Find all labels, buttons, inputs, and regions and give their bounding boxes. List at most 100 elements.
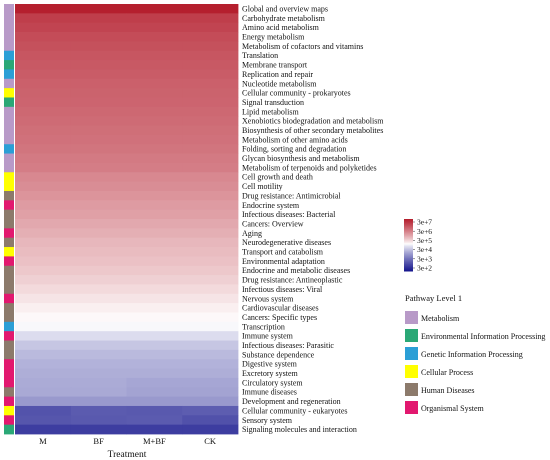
heatmap-cell xyxy=(182,181,239,192)
heatmap-cell xyxy=(182,321,239,332)
heatmap-cell xyxy=(182,368,239,379)
heatmap-cell xyxy=(182,162,239,173)
heatmap-cell xyxy=(70,387,127,398)
heatmap-cell xyxy=(70,22,127,33)
heatmap-cell xyxy=(126,172,183,183)
colorbar-segment xyxy=(404,254,413,256)
heatmap-cell xyxy=(70,284,127,295)
heatmap-cell xyxy=(70,60,127,70)
pathway-legend-title: Pathway Level 1 xyxy=(405,293,462,303)
heatmap-cell xyxy=(126,368,183,379)
heatmap-cell xyxy=(15,22,72,33)
heatmap-cell xyxy=(182,405,239,416)
heatmap-cell xyxy=(70,190,127,201)
pathway-strip-cell xyxy=(4,4,14,14)
pathway-strip-cell xyxy=(4,106,14,117)
heatmap-cell xyxy=(15,265,72,276)
heatmap-cell xyxy=(182,284,239,295)
row-label: Cancers: Overview xyxy=(242,219,304,228)
heatmap-cell xyxy=(126,153,183,164)
row-label: Lipid metabolism xyxy=(242,107,299,116)
colorbar-segment xyxy=(404,236,413,238)
heatmap-cell xyxy=(126,4,183,14)
heatmap-cell xyxy=(70,50,127,61)
colorbar-segment xyxy=(404,229,413,231)
pathway-strip-cell xyxy=(4,181,14,192)
colorbar-segment xyxy=(404,258,413,261)
pathway-legend-swatch xyxy=(405,365,418,378)
pathway-legend-swatch xyxy=(405,347,418,360)
colorbar-segment xyxy=(404,240,413,243)
pathway-strip-cell xyxy=(4,200,14,211)
heatmap-cell xyxy=(15,125,72,136)
pathway-strip-cell xyxy=(4,275,14,285)
heatmap-cell xyxy=(70,321,127,332)
heatmap-cell xyxy=(182,13,239,24)
heatmap-cell xyxy=(182,134,239,145)
pathway-strip-cell xyxy=(4,424,14,435)
colorbar-segment xyxy=(404,238,413,240)
heatmap-cell xyxy=(70,349,127,360)
colorbar-segment xyxy=(404,270,413,272)
row-label: Cellular community - prokaryotes xyxy=(242,89,351,98)
column-label: M xyxy=(39,436,47,446)
heatmap-cell xyxy=(182,172,239,183)
pathway-strip-cell xyxy=(4,405,14,416)
colorbar-segment xyxy=(404,235,413,237)
row-label: Drug resistance: Antimicrobial xyxy=(242,191,341,200)
heatmap-cell xyxy=(182,312,239,323)
pathway-strip-cell xyxy=(4,415,14,426)
row-label: Metabolism of terpenoids and polyketides xyxy=(242,163,377,172)
colorbar-segment xyxy=(404,224,413,226)
heatmap-cell xyxy=(182,228,239,239)
heatmap-cell xyxy=(15,424,72,435)
heatmap-cell xyxy=(126,88,183,98)
heatmap-cell xyxy=(15,368,72,379)
heatmap-cell xyxy=(15,13,72,24)
colorbar-tick-label: 3e+3 xyxy=(417,254,432,263)
heatmap-cell xyxy=(70,13,127,24)
heatmap-cell xyxy=(70,424,127,435)
pathway-strip-cell xyxy=(4,153,14,164)
row-label: Development and regeneration xyxy=(242,397,341,406)
heatmap-cell xyxy=(15,256,72,267)
colorbar-segment xyxy=(404,251,413,253)
pathway-strip-cell xyxy=(4,377,14,388)
row-label: Circulatory system xyxy=(242,378,303,387)
heatmap-cell xyxy=(15,405,72,416)
heatmap-cell xyxy=(126,97,183,108)
heatmap-cell xyxy=(15,349,72,360)
heatmap-cell xyxy=(126,265,183,276)
heatmap-cell xyxy=(126,396,183,407)
heatmap-cell xyxy=(15,228,72,239)
heatmap-cell xyxy=(15,41,72,52)
pathway-legend-label: Cellular Process xyxy=(421,368,473,377)
row-label: Drug resistance: Antineoplastic xyxy=(242,276,343,285)
colorbar-segment xyxy=(404,221,413,223)
heatmap-cell xyxy=(70,219,127,229)
pathway-strip-cell xyxy=(4,331,14,341)
row-label: Cellular community - eukaryotes xyxy=(242,406,348,415)
heatmap-cell xyxy=(70,181,127,192)
colorbar-segment xyxy=(404,257,413,259)
heatmap-cell xyxy=(182,265,239,276)
row-label: Substance dependence xyxy=(242,350,315,359)
colorbar-segment xyxy=(404,265,413,268)
pathway-strip-cell xyxy=(4,78,14,89)
heatmap-cell xyxy=(70,172,127,183)
pathway-legend-label: Genetic Information Processing xyxy=(421,350,523,359)
heatmap-cell xyxy=(15,377,72,388)
heatmap-cell xyxy=(70,106,127,117)
heatmap-cell xyxy=(15,247,72,257)
heatmap-cell xyxy=(126,387,183,398)
heatmap-cell xyxy=(15,237,72,248)
heatmap-cell xyxy=(126,219,183,229)
row-label: Nervous system xyxy=(242,294,294,303)
heatmap-cell xyxy=(182,60,239,70)
pathway-strip-cell xyxy=(4,97,14,108)
colorbar-segment xyxy=(404,228,413,230)
pathway-strip-cell xyxy=(4,387,14,398)
row-label: Carbohydrate metabolism xyxy=(242,14,326,23)
heatmap-cell xyxy=(126,349,183,360)
